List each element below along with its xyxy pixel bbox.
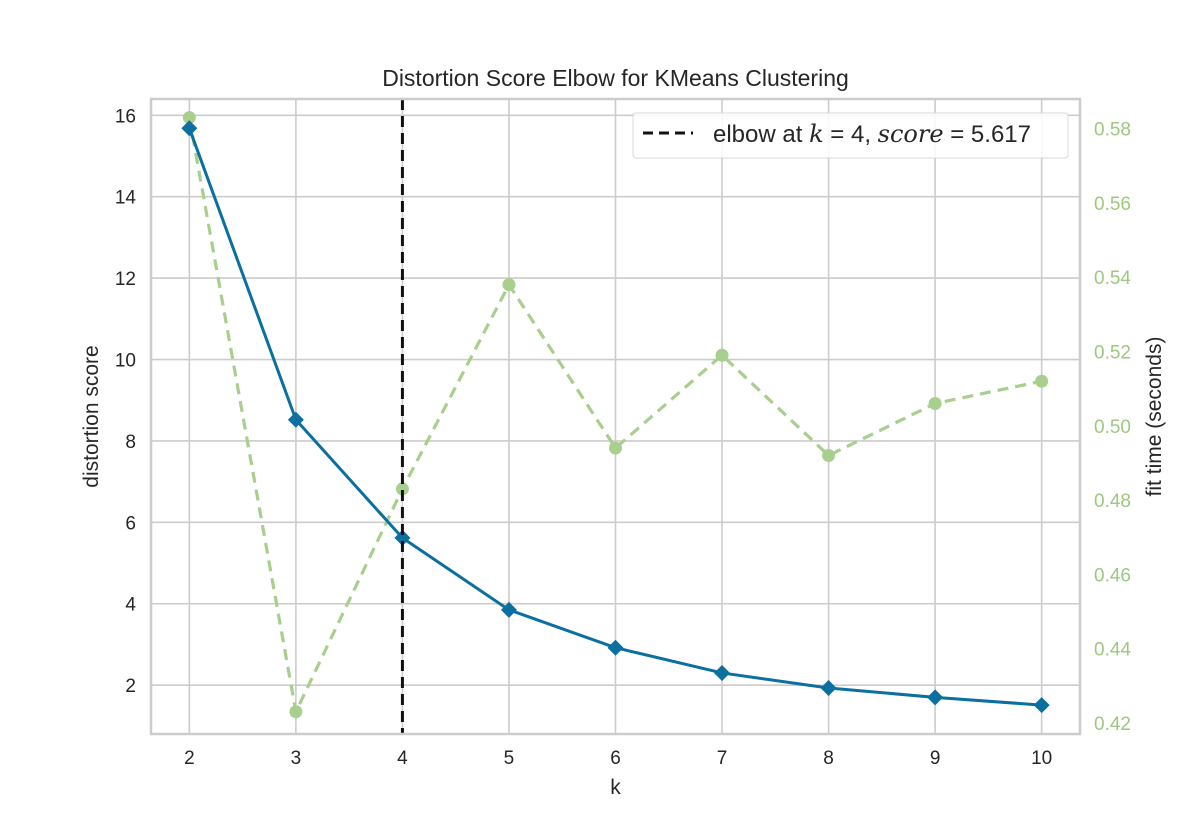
y2-tick-label: 0.50	[1094, 417, 1131, 438]
y2-tick-label: 0.44	[1094, 640, 1131, 661]
distortion-point	[394, 529, 411, 546]
legend-k-value: 4	[851, 121, 864, 148]
x-tick-label: 4	[397, 748, 408, 769]
x-axis-title: k	[610, 776, 621, 799]
series-layer	[181, 111, 1050, 719]
fit-time-point	[1035, 374, 1049, 388]
fit-time-point	[502, 278, 516, 292]
fit-time-series	[182, 111, 1049, 719]
fit-time-point	[928, 397, 942, 411]
legend-k-symbol: k	[809, 120, 824, 148]
y2-tick-label: 0.54	[1094, 268, 1131, 289]
y-tick-label: 2	[125, 676, 136, 697]
legend: elbow at k = 4, score = 5.617	[632, 112, 1069, 159]
plot-frame	[149, 97, 1082, 736]
distortion-point	[500, 601, 517, 618]
x-tick-label: 9	[930, 748, 941, 769]
y-tick-label: 6	[125, 513, 136, 534]
y-axis-title: distortion score	[80, 345, 103, 487]
y2-tick-label: 0.46	[1094, 565, 1131, 586]
fit-time-point	[609, 441, 622, 455]
y-tick-label: 10	[115, 351, 136, 372]
tick-labels: 2 3 4 5 6 7 8 9 10 2 4 6 8 10 12 14 16 0.42 0.44 0.46 0.48 0.…	[115, 106, 1132, 769]
fit-time-point	[395, 482, 409, 496]
y2-tick-label: 0.56	[1094, 194, 1131, 215]
legend-equals-2: =	[944, 121, 971, 148]
legend-score-value: 5.617	[971, 121, 1031, 148]
distortion-point	[927, 689, 944, 706]
distortion-point	[181, 120, 198, 137]
fit-time-line	[187, 117, 1042, 714]
x-tick-label: 3	[291, 748, 302, 769]
x-tick-label: 5	[504, 748, 515, 769]
y2-tick-label: 0.42	[1094, 714, 1131, 735]
chart-title: Distortion Score Elbow for KMeans Cluste…	[382, 65, 849, 91]
x-tick-label: 10	[1031, 748, 1052, 769]
legend-label: elbow at k = 4, score = 5.617	[713, 120, 1031, 148]
fit-time-point	[182, 111, 196, 125]
distortion-series	[181, 120, 1050, 714]
legend-box	[632, 112, 1069, 159]
y-tick-label: 4	[125, 595, 136, 616]
distortion-point	[1033, 697, 1050, 714]
y-tick-label: 16	[115, 106, 136, 127]
x-tick-label: 2	[184, 748, 195, 769]
y2-tick-label: 0.58	[1094, 120, 1131, 141]
distortion-point	[287, 411, 304, 428]
y2-tick-label: 0.48	[1094, 491, 1131, 512]
x-tick-label: 8	[823, 748, 834, 769]
y2-axis-title: fit time (seconds)	[1143, 337, 1166, 497]
distortion-point	[714, 664, 731, 681]
y-tick-label: 14	[115, 188, 137, 209]
y-tick-label: 12	[115, 269, 136, 290]
distortion-point	[607, 639, 624, 656]
distortion-point	[820, 680, 837, 697]
fit-time-point	[715, 348, 729, 362]
fit-time-point	[822, 448, 836, 462]
x-tick-label: 7	[717, 748, 728, 769]
y-tick-label: 8	[125, 432, 136, 453]
legend-equals-1: =	[824, 121, 851, 148]
x-tick-label: 6	[610, 748, 621, 769]
legend-prefix: elbow at	[713, 121, 809, 148]
legend-score-symbol: score	[878, 120, 944, 148]
legend-separator: ,	[864, 121, 877, 148]
fit-time-point	[289, 705, 303, 719]
y2-tick-label: 0.52	[1094, 343, 1131, 364]
